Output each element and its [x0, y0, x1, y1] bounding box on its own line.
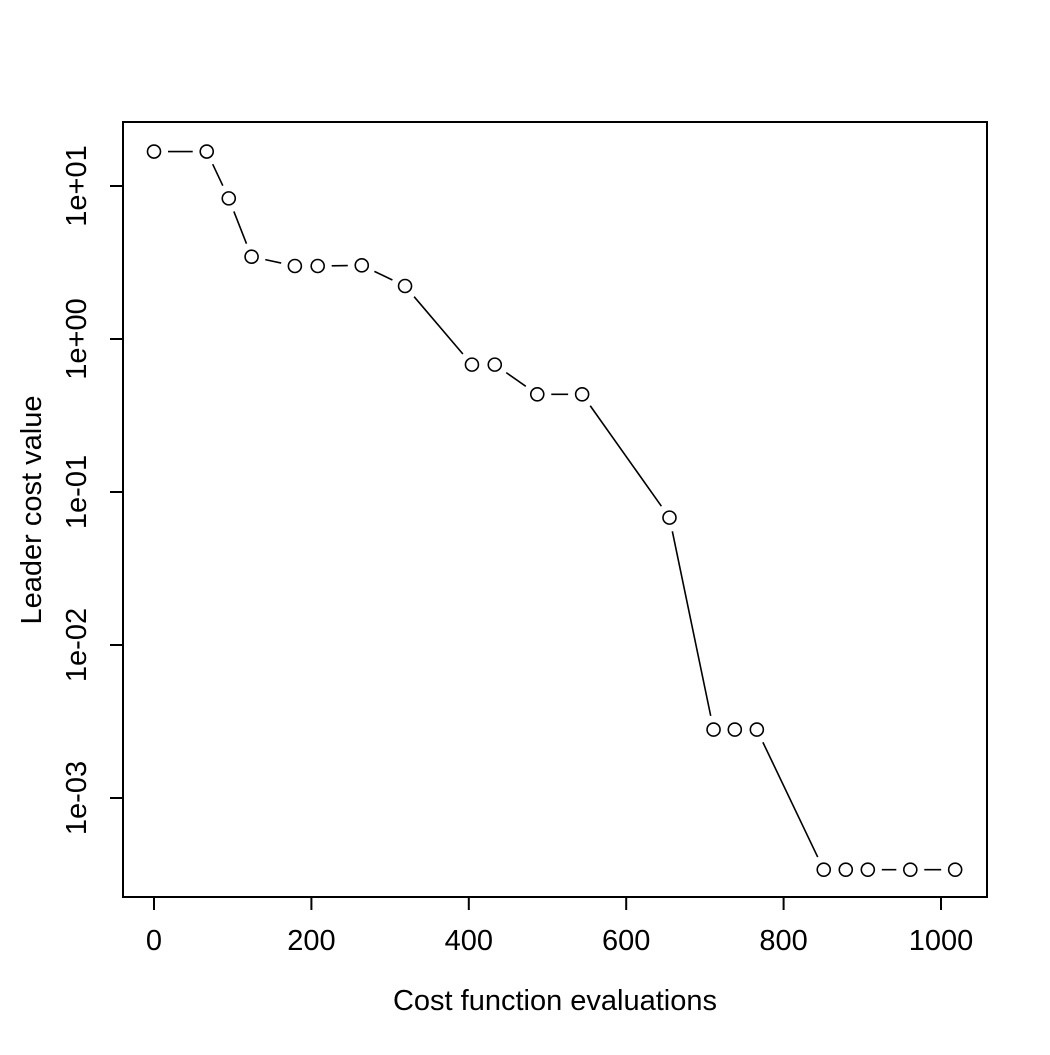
data-point — [949, 863, 962, 876]
data-point — [750, 723, 763, 736]
data-point — [663, 511, 676, 524]
data-point — [904, 863, 917, 876]
y-tick-label: 1e-01 — [61, 455, 93, 529]
series-segment — [374, 271, 392, 280]
data-point — [465, 358, 478, 371]
data-point — [531, 388, 544, 401]
data-point — [288, 260, 301, 273]
data-series — [148, 145, 962, 876]
x-tick-label: 800 — [759, 925, 807, 957]
x-tick-label: 600 — [602, 925, 650, 957]
y-tick-label: 1e-02 — [61, 608, 93, 682]
x-tick-label: 1000 — [909, 925, 974, 957]
series-segment — [672, 531, 710, 716]
series-segment — [265, 260, 281, 263]
series-segment — [213, 164, 223, 186]
data-point — [728, 723, 741, 736]
y-axis-title: Leader cost value — [16, 396, 48, 625]
x-tick-label: 200 — [287, 925, 335, 957]
x-tick-label: 400 — [445, 925, 493, 957]
y-tick-label: 1e+01 — [61, 145, 93, 226]
y-tick-label: 1e+00 — [61, 298, 93, 379]
y-tick-label: 1e-03 — [61, 761, 93, 835]
series-segment — [234, 211, 247, 243]
data-point — [817, 863, 830, 876]
data-point — [707, 723, 720, 736]
data-point — [311, 260, 324, 273]
plot-box — [123, 122, 987, 897]
series-segment — [590, 406, 661, 506]
data-point — [399, 280, 412, 293]
data-point — [576, 388, 589, 401]
series-segment — [763, 742, 818, 857]
y-axis-ticks: 1e+01 1e+00 1e-01 1e-02 1e-03 — [61, 145, 123, 835]
x-axis-title: Cost function evaluations — [393, 985, 717, 1017]
data-point — [222, 192, 235, 205]
series-segment — [414, 297, 463, 354]
data-point — [355, 259, 368, 272]
x-axis-ticks: 0 200 400 600 800 1000 — [146, 897, 973, 957]
x-tick-label: 0 — [146, 925, 162, 957]
data-point — [488, 358, 501, 371]
data-point — [861, 863, 874, 876]
data-point — [148, 145, 161, 158]
data-point — [839, 863, 852, 876]
data-point — [200, 145, 213, 158]
data-point — [245, 250, 258, 263]
series-segment — [506, 373, 526, 387]
